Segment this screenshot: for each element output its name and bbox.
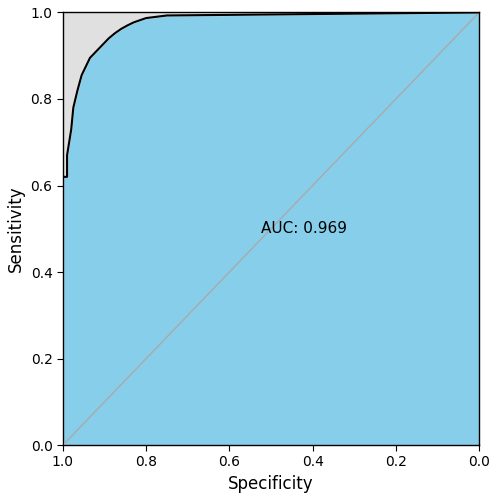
Y-axis label: Sensitivity: Sensitivity	[7, 186, 25, 272]
X-axis label: Specificity: Specificity	[228, 475, 314, 493]
Text: AUC: 0.969: AUC: 0.969	[261, 222, 347, 236]
